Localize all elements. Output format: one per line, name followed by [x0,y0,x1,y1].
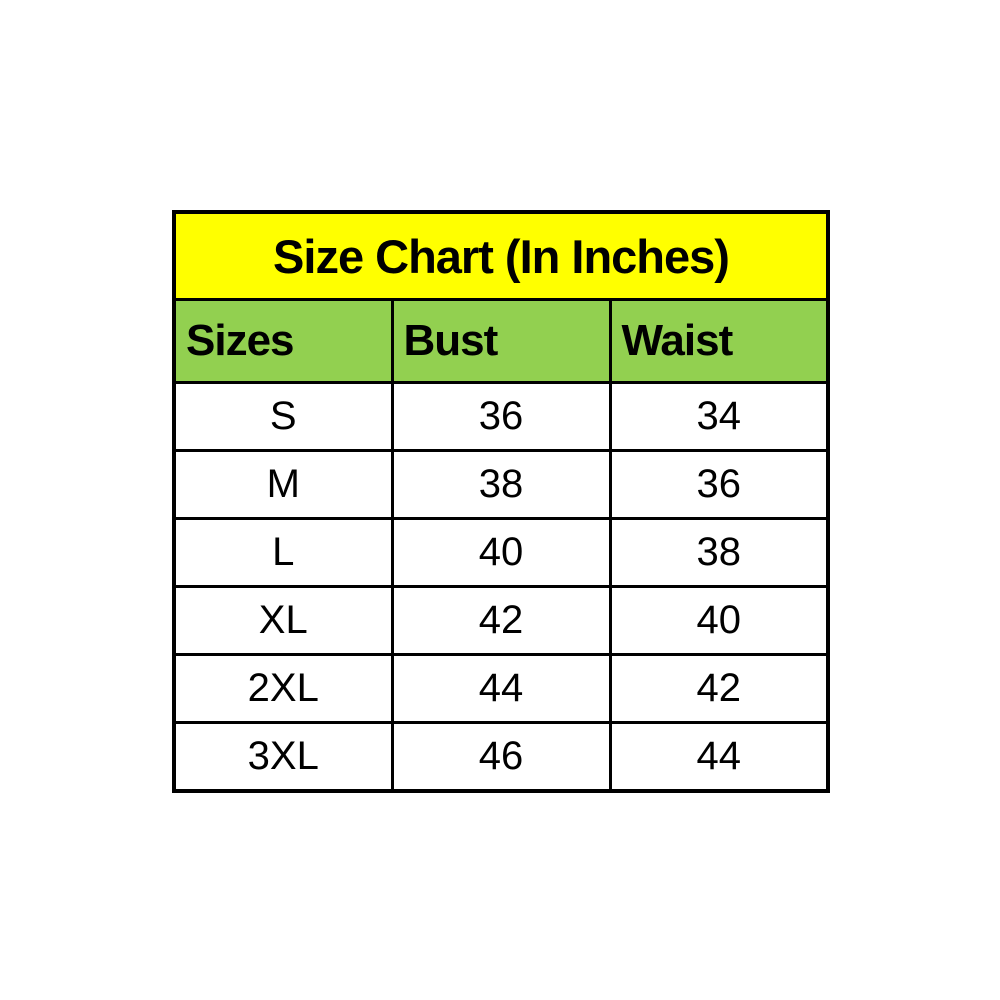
table-row: 3XL 46 44 [172,721,830,793]
table-row: XL 42 40 [172,585,830,656]
title-row: Size Chart (In Inches) [172,210,830,301]
table-row: S 36 34 [172,381,830,452]
chart-title: Size Chart (In Inches) [172,210,830,301]
bust-cell: 46 [390,721,612,793]
size-cell: XL [172,585,394,656]
bust-cell: 42 [390,585,612,656]
table-row: 2XL 44 42 [172,653,830,724]
bust-cell: 36 [390,381,612,452]
column-header-waist: Waist [608,298,830,384]
size-cell: L [172,517,394,588]
size-cell: 2XL [172,653,394,724]
waist-cell: 34 [608,381,830,452]
size-chart-table: Size Chart (In Inches) Sizes Bust Waist … [172,210,830,793]
table-row: M 38 36 [172,449,830,520]
column-header-sizes: Sizes [172,298,394,384]
waist-cell: 36 [608,449,830,520]
bust-cell: 44 [390,653,612,724]
size-cell: M [172,449,394,520]
table-row: L 40 38 [172,517,830,588]
size-cell: S [172,381,394,452]
waist-cell: 44 [608,721,830,793]
bust-cell: 40 [390,517,612,588]
bust-cell: 38 [390,449,612,520]
column-header-bust: Bust [390,298,612,384]
header-row: Sizes Bust Waist [172,298,830,384]
waist-cell: 40 [608,585,830,656]
waist-cell: 42 [608,653,830,724]
waist-cell: 38 [608,517,830,588]
size-cell: 3XL [172,721,394,793]
